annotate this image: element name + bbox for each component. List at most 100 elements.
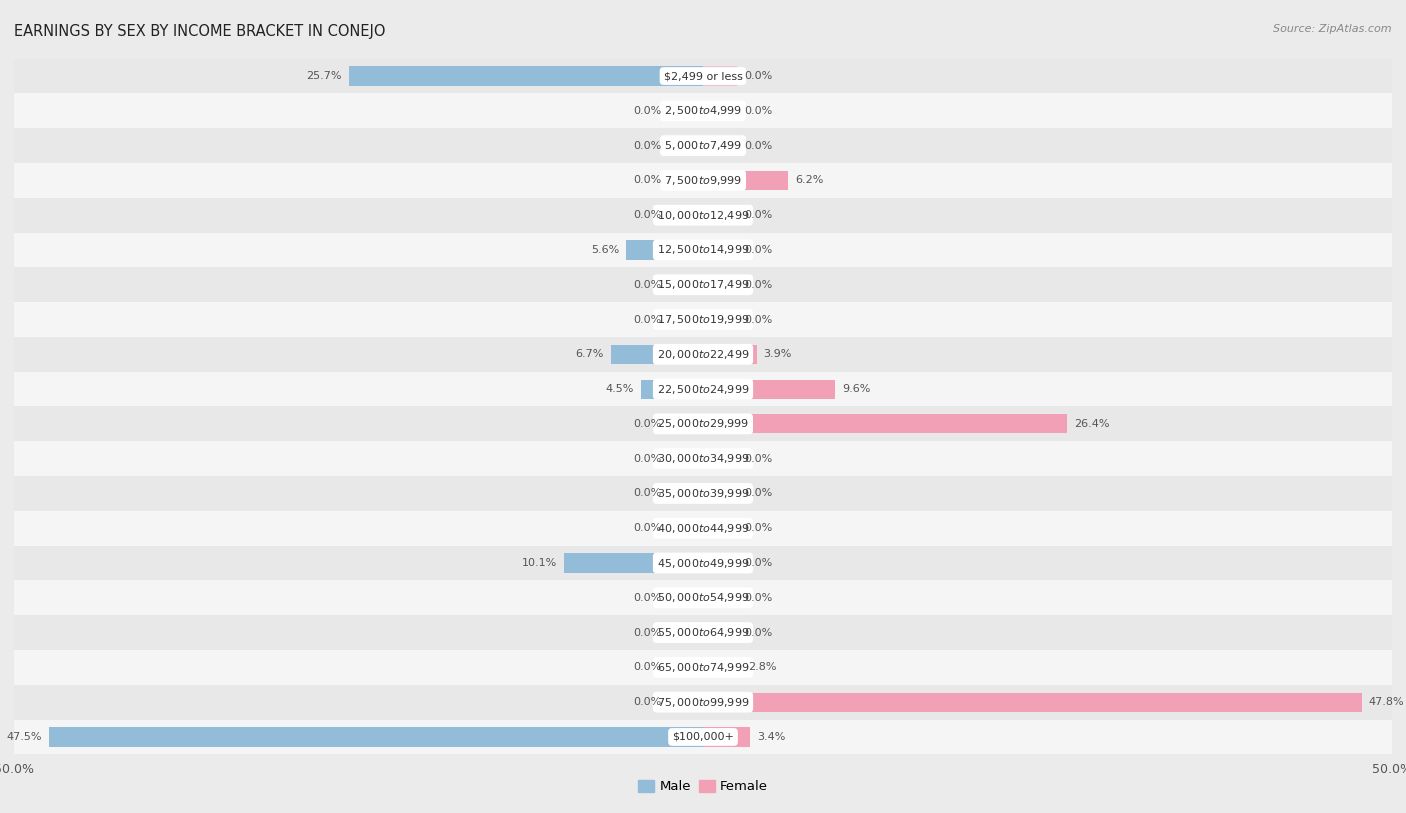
Bar (703, 449, 738, 468)
Text: 0.0%: 0.0% (634, 593, 662, 602)
Text: Source: ZipAtlas.com: Source: ZipAtlas.com (1274, 24, 1392, 34)
Bar (703, 136, 738, 155)
Text: 0.0%: 0.0% (634, 315, 662, 324)
Text: 10.1%: 10.1% (522, 558, 557, 568)
Text: 3.9%: 3.9% (763, 350, 792, 359)
Bar (14, 441, 1392, 476)
Bar (14, 93, 1392, 128)
Text: $2,500 to $4,999: $2,500 to $4,999 (664, 104, 742, 117)
Bar (14, 163, 1392, 198)
Bar (703, 380, 835, 398)
Text: 0.0%: 0.0% (744, 315, 772, 324)
Text: $25,000 to $29,999: $25,000 to $29,999 (657, 417, 749, 430)
Bar (14, 337, 1392, 372)
Text: 5.6%: 5.6% (591, 245, 619, 255)
Bar (669, 484, 703, 503)
Text: $15,000 to $17,499: $15,000 to $17,499 (657, 278, 749, 291)
Text: $35,000 to $39,999: $35,000 to $39,999 (657, 487, 749, 500)
Bar (14, 546, 1392, 580)
Text: $40,000 to $44,999: $40,000 to $44,999 (657, 522, 749, 535)
Bar (703, 693, 1361, 711)
Bar (669, 449, 703, 468)
Bar (703, 102, 738, 120)
Text: 25.7%: 25.7% (307, 71, 342, 81)
Bar (48, 728, 703, 746)
Bar (626, 241, 703, 259)
Text: $10,000 to $12,499: $10,000 to $12,499 (657, 209, 749, 222)
Bar (610, 345, 703, 364)
Bar (14, 128, 1392, 163)
Bar (14, 511, 1392, 546)
Bar (703, 589, 738, 607)
Text: $100,000+: $100,000+ (672, 732, 734, 742)
Bar (669, 658, 703, 677)
Bar (669, 519, 703, 538)
Bar (349, 67, 703, 85)
Text: 0.0%: 0.0% (634, 141, 662, 150)
Bar (14, 650, 1392, 685)
Text: 6.7%: 6.7% (575, 350, 603, 359)
Bar (14, 406, 1392, 441)
Text: 0.0%: 0.0% (744, 628, 772, 637)
Bar (669, 206, 703, 224)
Bar (564, 554, 703, 572)
Text: 0.0%: 0.0% (744, 211, 772, 220)
Text: $65,000 to $74,999: $65,000 to $74,999 (657, 661, 749, 674)
Text: 0.0%: 0.0% (634, 280, 662, 289)
Text: 0.0%: 0.0% (744, 524, 772, 533)
Text: 0.0%: 0.0% (634, 628, 662, 637)
Bar (14, 302, 1392, 337)
Text: 0.0%: 0.0% (744, 106, 772, 115)
Bar (14, 59, 1392, 93)
Bar (669, 275, 703, 294)
Text: $2,499 or less: $2,499 or less (664, 71, 742, 81)
Text: 0.0%: 0.0% (634, 454, 662, 463)
Text: 0.0%: 0.0% (744, 141, 772, 150)
Bar (703, 519, 738, 538)
Text: $20,000 to $22,499: $20,000 to $22,499 (657, 348, 749, 361)
Bar (669, 693, 703, 711)
Text: $75,000 to $99,999: $75,000 to $99,999 (657, 696, 749, 709)
Bar (703, 623, 738, 642)
Bar (703, 310, 738, 329)
Text: 0.0%: 0.0% (634, 176, 662, 185)
Bar (703, 345, 756, 364)
Bar (703, 658, 741, 677)
Text: 0.0%: 0.0% (744, 245, 772, 255)
Text: 26.4%: 26.4% (1074, 419, 1109, 429)
Text: 2.8%: 2.8% (748, 663, 778, 672)
Bar (14, 233, 1392, 267)
Text: 0.0%: 0.0% (634, 211, 662, 220)
Bar (703, 484, 738, 503)
Bar (14, 372, 1392, 406)
Bar (14, 198, 1392, 233)
Bar (641, 380, 703, 398)
Bar (703, 171, 789, 190)
Text: $30,000 to $34,999: $30,000 to $34,999 (657, 452, 749, 465)
Text: $55,000 to $64,999: $55,000 to $64,999 (657, 626, 749, 639)
Bar (669, 415, 703, 433)
Bar (669, 136, 703, 155)
Text: 6.2%: 6.2% (796, 176, 824, 185)
Bar (14, 267, 1392, 302)
Bar (669, 102, 703, 120)
Bar (14, 720, 1392, 754)
Text: $17,500 to $19,999: $17,500 to $19,999 (657, 313, 749, 326)
Bar (703, 67, 738, 85)
Text: $22,500 to $24,999: $22,500 to $24,999 (657, 383, 749, 396)
Text: 4.5%: 4.5% (606, 384, 634, 394)
Bar (669, 310, 703, 329)
Bar (14, 685, 1392, 720)
Bar (703, 415, 1067, 433)
Bar (703, 728, 749, 746)
Text: $7,500 to $9,999: $7,500 to $9,999 (664, 174, 742, 187)
Text: 0.0%: 0.0% (744, 558, 772, 568)
Bar (14, 476, 1392, 511)
Text: $45,000 to $49,999: $45,000 to $49,999 (657, 557, 749, 570)
Text: 47.5%: 47.5% (6, 732, 42, 742)
Text: 3.4%: 3.4% (756, 732, 785, 742)
Text: $12,500 to $14,999: $12,500 to $14,999 (657, 243, 749, 256)
Text: 9.6%: 9.6% (842, 384, 870, 394)
Legend: Male, Female: Male, Female (633, 775, 773, 798)
Text: 0.0%: 0.0% (744, 454, 772, 463)
